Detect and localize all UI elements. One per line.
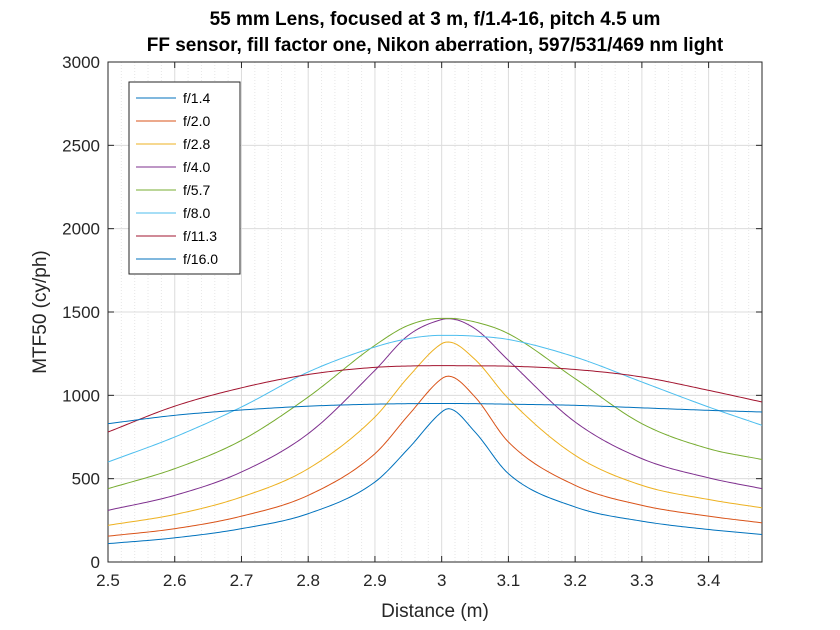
x-tick-label: 3.4 xyxy=(697,571,721,590)
series-line-f-4-0 xyxy=(107,318,763,511)
chart-subtitle: FF sensor, fill factor one, Nikon aberra… xyxy=(147,35,724,56)
y-tick-label: 1000 xyxy=(62,386,100,405)
x-tick-label: 2.6 xyxy=(163,571,187,590)
legend-label: f/2.8 xyxy=(183,136,210,152)
series-lines xyxy=(107,317,763,545)
y-tick-label: 2000 xyxy=(62,220,100,239)
x-tick-label: 3.3 xyxy=(630,571,654,590)
y-tick-label: 1500 xyxy=(62,303,100,322)
series-line-f-2-0 xyxy=(107,375,763,537)
legend-box xyxy=(128,81,241,275)
axis-ticks: 2.5 2.6 2.7 2.8 2.9 3 3.1 3.2 3.3 3.4 0 500 1000 1500… xyxy=(62,53,762,590)
x-tick-label: 3.2 xyxy=(563,571,587,590)
y-axis-label: MTF50 (cy/ph) xyxy=(30,250,51,374)
x-tick-label: 2.8 xyxy=(296,571,320,590)
series-line-f-1-4 xyxy=(107,408,763,545)
series-line-f-5-7 xyxy=(107,317,763,490)
chart-title: 55 mm Lens, focused at 3 m, f/1.4-16, pi… xyxy=(210,9,661,30)
legend-label: f/11.3 xyxy=(183,228,217,244)
legend-label: f/8.0 xyxy=(183,205,210,221)
x-axis-label: Distance (m) xyxy=(381,601,489,622)
legend-label: f/4.0 xyxy=(183,159,210,175)
legend: f/1.4 f/2.0 f/2.8 f/4.0 f/5.7 f/8.0 f/11.3 f/16… xyxy=(128,81,241,275)
series-line-f-8-0 xyxy=(107,334,763,463)
x-tick-label: 3.1 xyxy=(497,571,521,590)
legend-label: f/1.4 xyxy=(183,90,210,106)
legend-label: f/16.0 xyxy=(183,251,218,267)
x-tick-label: 2.5 xyxy=(96,571,120,590)
x-tick-label: 2.9 xyxy=(363,571,387,590)
series-line-f-11-3 xyxy=(107,365,763,433)
legend-label: f/2.0 xyxy=(183,113,210,129)
x-tick-label: 3 xyxy=(437,571,446,590)
series-line-f-16-0 xyxy=(107,403,763,425)
y-tick-label: 500 xyxy=(72,470,100,489)
legend-label: f/5.7 xyxy=(183,182,210,198)
series-line-f-2-8 xyxy=(107,341,763,526)
y-tick-label: 3000 xyxy=(62,53,100,72)
y-tick-label: 2500 xyxy=(62,136,100,155)
x-tick-label: 2.7 xyxy=(230,571,254,590)
y-tick-label: 0 xyxy=(91,553,100,572)
